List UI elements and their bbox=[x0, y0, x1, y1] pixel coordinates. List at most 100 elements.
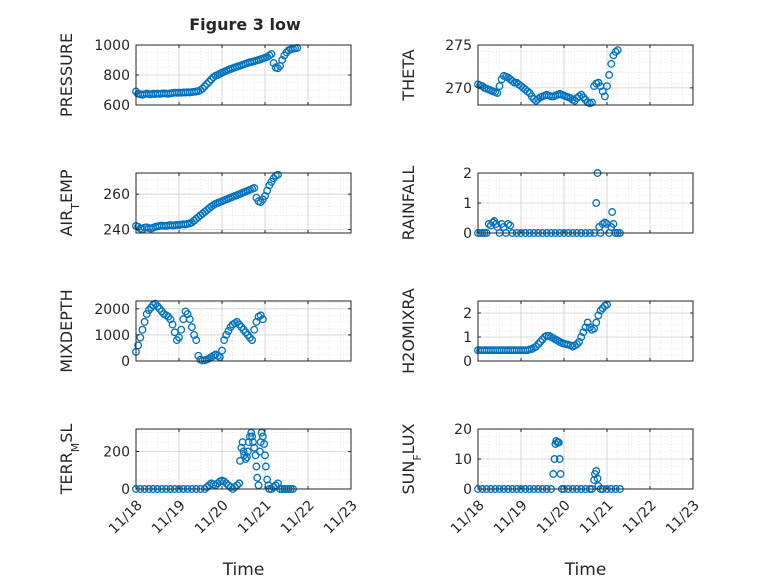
data-point bbox=[600, 92, 609, 101]
data-series bbox=[474, 300, 611, 355]
axes-box bbox=[135, 300, 352, 362]
data-point bbox=[592, 467, 601, 475]
data-point bbox=[594, 311, 603, 320]
data-point bbox=[136, 333, 145, 342]
data-point bbox=[194, 351, 203, 360]
data-series bbox=[132, 299, 267, 365]
data-point bbox=[269, 59, 278, 67]
y-axis-label: MIXDEPTH bbox=[57, 289, 76, 372]
data-point bbox=[244, 438, 253, 447]
data-point bbox=[209, 73, 218, 82]
y-tick-label: 260 bbox=[103, 187, 130, 203]
data-point bbox=[579, 328, 588, 337]
data-point bbox=[493, 89, 502, 97]
data-point bbox=[218, 346, 226, 355]
data-series bbox=[474, 46, 622, 108]
y-tick-label: 0 bbox=[463, 354, 472, 370]
y-axis-label: PRESSURE bbox=[57, 33, 76, 117]
data-point bbox=[258, 315, 267, 324]
data-point bbox=[192, 336, 201, 345]
grid bbox=[135, 301, 352, 362]
data-point bbox=[550, 455, 559, 463]
data-point bbox=[250, 443, 259, 452]
subplot-2: 270 275 THETA bbox=[399, 38, 694, 108]
data-point bbox=[555, 455, 564, 463]
data-point bbox=[588, 98, 596, 107]
data-point bbox=[549, 470, 558, 478]
y-tick-label: 1000 bbox=[94, 328, 130, 344]
data-point bbox=[273, 64, 282, 73]
data-point bbox=[175, 333, 183, 342]
data-point bbox=[177, 325, 186, 334]
data-point bbox=[242, 453, 251, 462]
data-point bbox=[134, 341, 143, 350]
data-point bbox=[532, 342, 540, 351]
data-point bbox=[596, 306, 605, 315]
data-point bbox=[577, 333, 586, 341]
subplot-1: 600 800 1000 PRESSURE bbox=[57, 33, 352, 117]
data-point bbox=[278, 56, 287, 64]
y-tick-label: 200 bbox=[103, 445, 130, 461]
data-point bbox=[142, 310, 151, 318]
data-point bbox=[536, 337, 545, 346]
data-point bbox=[556, 470, 565, 478]
data-point bbox=[241, 455, 250, 463]
y-tick-label: 600 bbox=[103, 98, 130, 114]
y-axis-label: SUNFLUX bbox=[399, 423, 424, 494]
data-point bbox=[611, 47, 620, 56]
data-point bbox=[250, 184, 259, 192]
subplot-3: 240 260 AIRTEMP bbox=[57, 169, 352, 238]
data-point bbox=[554, 438, 563, 447]
data-point bbox=[575, 92, 583, 101]
y-tick-label: 800 bbox=[103, 68, 130, 84]
data-point bbox=[250, 325, 259, 334]
y-tick-label: 1000 bbox=[94, 38, 130, 54]
y-tick-label: 275 bbox=[445, 38, 472, 54]
data-point bbox=[202, 80, 211, 88]
data-point bbox=[605, 71, 614, 79]
data-point bbox=[613, 46, 622, 55]
grid bbox=[477, 428, 694, 490]
data-point bbox=[523, 87, 532, 96]
data-point bbox=[534, 340, 543, 349]
y-tick-label: 2 bbox=[463, 306, 472, 322]
y-tick-label: 1 bbox=[463, 330, 472, 346]
y-tick-label: 0 bbox=[121, 354, 130, 370]
data-point bbox=[592, 318, 601, 327]
data-series bbox=[132, 170, 282, 234]
y-tick-label: 240 bbox=[103, 222, 130, 238]
y-axis-label: TERRMSL bbox=[57, 424, 82, 496]
data-point bbox=[585, 323, 594, 332]
data-series bbox=[132, 44, 302, 99]
data-point bbox=[248, 336, 257, 345]
data-point bbox=[273, 170, 282, 179]
y-tick-label: 10 bbox=[454, 452, 472, 468]
data-point bbox=[243, 447, 252, 456]
y-axis-label: AIRTEMP bbox=[57, 169, 82, 236]
grid bbox=[477, 172, 694, 234]
data-point bbox=[252, 462, 261, 471]
y-tick-label: 2000 bbox=[94, 302, 130, 318]
data-point bbox=[255, 447, 264, 456]
data-point bbox=[256, 311, 265, 320]
data-point bbox=[200, 82, 209, 91]
y-tick-label: 0 bbox=[463, 226, 472, 242]
data-point bbox=[260, 440, 269, 448]
data-point bbox=[504, 220, 513, 228]
data-point bbox=[603, 82, 611, 91]
figure-title: Figure 3 low bbox=[189, 15, 301, 34]
data-point bbox=[168, 320, 177, 329]
data-point bbox=[185, 315, 194, 324]
data-point bbox=[261, 451, 269, 460]
data-point bbox=[258, 432, 267, 441]
subplot-5: 0 1000 2000 MIXDEPTH bbox=[57, 289, 352, 373]
y-axis-label: THETA bbox=[399, 49, 418, 101]
data-point bbox=[224, 327, 233, 335]
subplot-6: 0 1 2 H2OMIXRA bbox=[399, 288, 694, 374]
data-point bbox=[198, 84, 207, 93]
data-point bbox=[267, 50, 276, 58]
axes-box bbox=[477, 44, 694, 106]
y-tick-label: 20 bbox=[454, 422, 472, 438]
